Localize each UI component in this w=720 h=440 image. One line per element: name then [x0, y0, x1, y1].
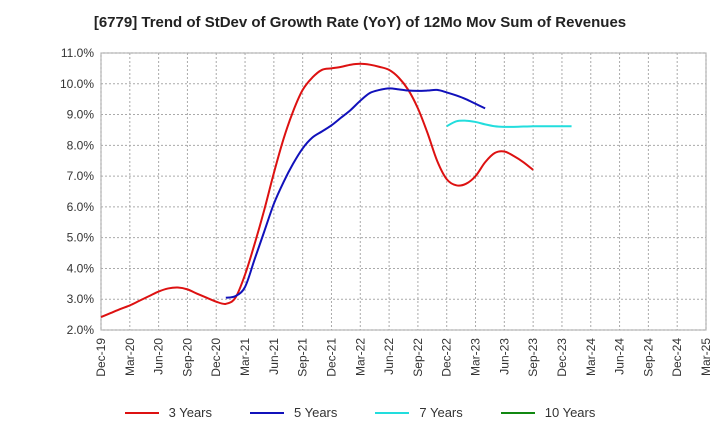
legend-swatch-3-years: [124, 411, 159, 414]
legend-label-5-years: 5 Years: [294, 405, 338, 420]
x-tick-label: Dec-22: [440, 338, 454, 377]
legend-swatch-7-years: [375, 411, 410, 414]
legend-label-10-years: 10 Years: [544, 405, 596, 420]
x-tick-label: Mar-25: [699, 338, 713, 376]
legend-swatch-5-years: [250, 411, 284, 414]
y-tick-label: 9.0%: [67, 108, 95, 122]
grid-layer: [100, 52, 707, 331]
x-tick-label: Sep-24: [641, 338, 655, 377]
legend-item-5-years: 5 Years: [250, 405, 337, 420]
x-tick-label: Mar-23: [469, 338, 483, 376]
x-tick-label: Sep-21: [296, 338, 310, 377]
x-tick-label: Jun-20: [152, 338, 166, 375]
series-layer: [100, 62, 572, 318]
series-line-3-years: [100, 62, 534, 318]
y-tick-label: 5.0%: [67, 231, 95, 245]
x-tick-label: Dec-24: [670, 338, 684, 377]
x-tick-label: Mar-21: [238, 338, 252, 376]
chart-legend: 3 Years 5 Years 7 Years 10 Years: [0, 405, 720, 420]
series-line-5-years: [225, 87, 486, 299]
x-tick-label: Sep-22: [411, 338, 425, 377]
x-tick-label: Dec-20: [209, 338, 223, 377]
y-tick-label: 6.0%: [67, 200, 95, 214]
y-tick-label: 10.0%: [60, 77, 94, 91]
legend-label-3-years: 3 Years: [168, 405, 212, 420]
legend-item-7-years: 7 Years: [375, 405, 463, 420]
x-tick-label: Mar-22: [353, 338, 367, 376]
x-tick-label: Mar-20: [123, 338, 137, 376]
x-tick-label: Dec-23: [555, 338, 569, 377]
y-tick-label: 8.0%: [67, 138, 95, 152]
y-tick-label: 7.0%: [67, 169, 95, 183]
x-tick-label: Jun-21: [267, 338, 281, 375]
series-line-7-years: [446, 119, 572, 128]
x-tick-label: Jun-24: [613, 338, 627, 375]
y-tick-label: 11.0%: [61, 46, 94, 60]
x-tick-label: Jun-23: [497, 338, 511, 375]
y-tick-label: 4.0%: [67, 261, 95, 275]
legend-item-3-years: 3 Years: [124, 405, 212, 420]
legend-label-7-years: 7 Years: [419, 405, 463, 420]
y-tick-label: 3.0%: [67, 292, 95, 306]
x-tick-label: Sep-23: [526, 338, 540, 377]
x-tick-label: Mar-24: [584, 338, 598, 376]
chart-title: [6779] Trend of StDev of Growth Rate (Yo…: [93, 14, 627, 31]
plot-area: [100, 52, 707, 331]
x-tick-label: Dec-19: [94, 338, 108, 377]
y-tick-label: 2.0%: [67, 323, 95, 337]
x-tick-label: Dec-21: [324, 338, 338, 377]
legend-item-10-years: 10 Years: [500, 405, 596, 420]
axis-layer: 2.0% 3.0% 4.0% 5.0% 6.0% 7.0% 8.0% 9.0% 10.0% 11.…: [60, 46, 713, 377]
x-tick-label: Jun-22: [382, 338, 396, 375]
x-tick-label: Sep-20: [180, 338, 194, 377]
legend-swatch-10-years: [500, 411, 535, 414]
